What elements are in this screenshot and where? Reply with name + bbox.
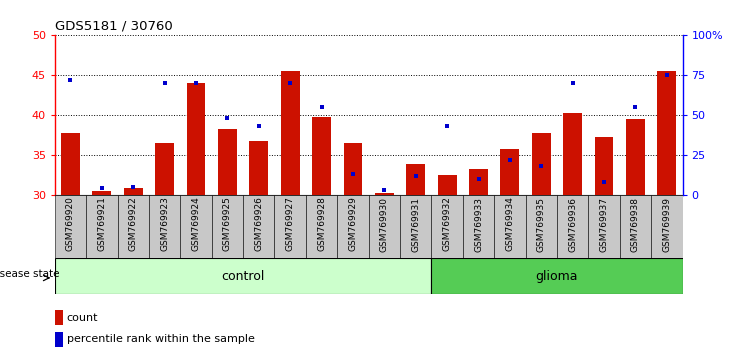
Bar [595, 137, 613, 195]
Bar [463, 195, 494, 258]
Bar [306, 195, 337, 258]
Bar [400, 195, 431, 258]
Bar [532, 133, 550, 195]
Bar [557, 195, 588, 258]
Bar [375, 193, 393, 195]
Text: GSM769929: GSM769929 [348, 196, 358, 251]
Text: GSM769927: GSM769927 [285, 196, 295, 251]
Bar [658, 71, 676, 195]
Text: GSM769936: GSM769936 [568, 196, 577, 252]
Text: GSM769920: GSM769920 [66, 196, 75, 251]
Text: GSM769922: GSM769922 [128, 196, 138, 251]
Text: GSM769934: GSM769934 [505, 196, 515, 251]
Text: GSM769924: GSM769924 [191, 196, 201, 251]
Bar [155, 143, 174, 195]
Bar [86, 195, 118, 258]
Text: GSM769932: GSM769932 [442, 196, 452, 251]
Bar [564, 113, 582, 195]
Bar [626, 119, 645, 195]
Bar [431, 258, 683, 294]
Bar [55, 310, 63, 325]
Text: count: count [66, 313, 98, 323]
Text: percentile rank within the sample: percentile rank within the sample [66, 335, 255, 344]
Bar [337, 195, 369, 258]
Bar [407, 164, 425, 195]
Text: GDS5181 / 30760: GDS5181 / 30760 [55, 20, 172, 33]
Bar [620, 195, 651, 258]
Bar [501, 149, 519, 195]
Bar [526, 195, 557, 258]
Bar [494, 195, 526, 258]
Bar [187, 83, 205, 195]
Bar [55, 195, 86, 258]
Bar [369, 195, 400, 258]
Bar [61, 133, 80, 195]
Text: GSM769933: GSM769933 [474, 196, 483, 252]
Bar [212, 195, 243, 258]
Bar [274, 195, 306, 258]
Bar [281, 71, 299, 195]
Bar [93, 191, 111, 195]
Text: GSM769931: GSM769931 [411, 196, 420, 252]
Bar [431, 195, 463, 258]
Text: GSM769930: GSM769930 [380, 196, 389, 252]
Text: GSM769937: GSM769937 [599, 196, 609, 252]
Text: disease state: disease state [0, 269, 59, 279]
Bar [344, 143, 362, 195]
Bar [180, 195, 212, 258]
Text: GSM769923: GSM769923 [160, 196, 169, 251]
Text: GSM769921: GSM769921 [97, 196, 107, 251]
Text: control: control [221, 270, 265, 282]
Bar [55, 258, 431, 294]
Bar [124, 188, 142, 195]
Bar [588, 195, 620, 258]
Text: GSM769938: GSM769938 [631, 196, 640, 252]
Bar [149, 195, 180, 258]
Text: GSM769926: GSM769926 [254, 196, 264, 251]
Bar [118, 195, 149, 258]
Bar [218, 129, 237, 195]
Bar [312, 117, 331, 195]
Bar [469, 169, 488, 195]
Bar [438, 175, 456, 195]
Bar [651, 195, 683, 258]
Text: GSM769939: GSM769939 [662, 196, 672, 252]
Text: GSM769935: GSM769935 [537, 196, 546, 252]
Text: GSM769928: GSM769928 [317, 196, 326, 251]
Text: glioma: glioma [536, 270, 578, 282]
Bar [55, 332, 63, 347]
Bar [243, 195, 274, 258]
Bar [250, 141, 268, 195]
Text: GSM769925: GSM769925 [223, 196, 232, 251]
